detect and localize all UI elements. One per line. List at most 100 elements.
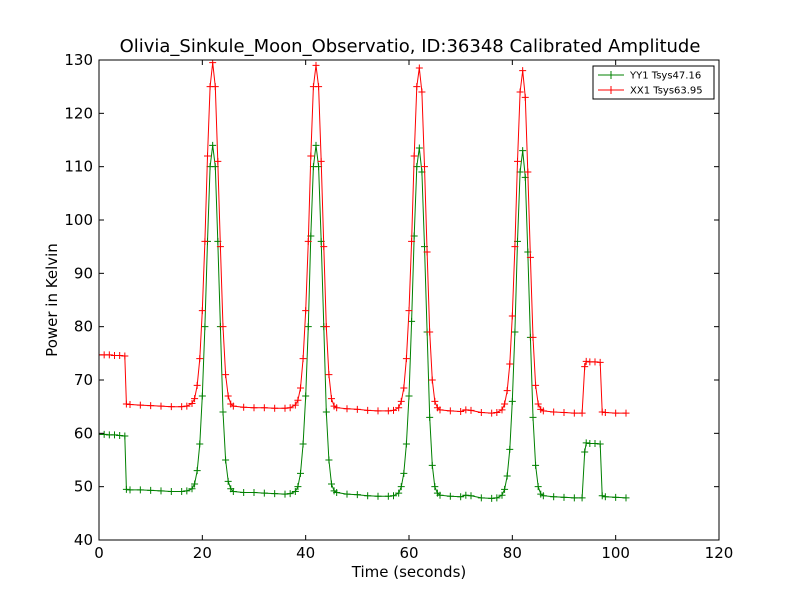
data-point	[333, 404, 341, 412]
series-0	[99, 141, 630, 502]
data-point	[519, 67, 527, 75]
data-point	[529, 333, 537, 341]
data-point	[612, 493, 620, 501]
data-point	[532, 461, 540, 469]
data-point	[299, 355, 307, 363]
data-point	[315, 83, 323, 91]
data-point	[395, 404, 403, 412]
data-point	[294, 483, 302, 491]
data-point	[582, 439, 590, 447]
data-point	[539, 407, 547, 415]
data-point	[477, 494, 485, 502]
data-point	[550, 408, 558, 416]
data-point	[224, 392, 232, 400]
data-point	[224, 477, 232, 485]
data-point	[511, 328, 519, 336]
data-point	[550, 493, 558, 501]
data-point	[193, 381, 201, 389]
data-point	[410, 152, 418, 160]
data-point	[116, 431, 124, 439]
data-point	[446, 407, 454, 415]
data-point	[193, 467, 201, 475]
data-point	[467, 492, 475, 500]
data-point	[598, 492, 606, 500]
data-point	[222, 371, 230, 379]
data-point	[297, 384, 304, 392]
data-point	[581, 448, 589, 456]
data-point	[462, 406, 470, 414]
axes-layer: 0 20 40 60 80 100 120 40 50 60 70 80 90 100 110 120 130	[64, 51, 733, 562]
data-point	[534, 400, 542, 408]
data-point	[436, 491, 444, 499]
legend-label: XX1 Tsys63.95	[630, 86, 703, 97]
y-tick-label: 120	[64, 104, 93, 122]
data-point	[413, 163, 421, 171]
data-point	[196, 440, 204, 448]
data-point	[532, 381, 540, 389]
data-point	[126, 401, 134, 409]
data-point	[167, 487, 175, 495]
data-point	[136, 486, 144, 494]
data-point	[302, 392, 310, 400]
data-point	[560, 493, 568, 501]
data-point	[219, 408, 227, 416]
data-point	[201, 323, 209, 331]
legend: YY1 Tsys47.16 XX1 Tsys63.95	[592, 65, 715, 100]
data-point	[498, 406, 506, 414]
data-point	[214, 157, 222, 165]
data-point	[304, 323, 312, 331]
data-point	[302, 307, 310, 315]
data-point	[325, 456, 333, 464]
data-point	[147, 402, 155, 410]
data-point	[488, 409, 496, 417]
data-point	[157, 487, 165, 495]
data-point	[271, 490, 279, 498]
data-point	[413, 83, 421, 91]
data-point	[601, 493, 609, 501]
data-point	[581, 363, 589, 371]
x-axis-title: Time (seconds)	[351, 563, 467, 581]
data-point	[322, 323, 330, 331]
data-point	[343, 490, 351, 498]
data-point	[390, 492, 397, 500]
data-point	[191, 395, 199, 403]
data-point	[503, 387, 511, 395]
x-tick-label: 100	[601, 544, 630, 562]
legend-marker	[607, 71, 615, 79]
data-point	[570, 409, 578, 417]
data-point	[281, 404, 289, 412]
data-point	[488, 494, 496, 502]
data-point	[446, 492, 454, 500]
data-point	[457, 493, 465, 501]
data-point	[516, 168, 524, 176]
data-point	[501, 485, 509, 493]
data-point	[250, 489, 258, 497]
data-point	[578, 409, 586, 417]
data-point	[503, 472, 511, 480]
data-point	[402, 355, 410, 363]
data-point	[508, 312, 516, 320]
data-point	[281, 490, 289, 498]
data-point	[250, 404, 258, 412]
data-point	[201, 237, 209, 245]
data-point	[397, 397, 405, 405]
data-point	[229, 402, 237, 410]
data-point	[178, 403, 186, 411]
data-point	[423, 248, 431, 256]
data-point	[183, 487, 191, 495]
data-point	[312, 141, 320, 149]
data-point	[121, 352, 129, 360]
data-point	[240, 403, 248, 411]
y-tick-label: 50	[74, 478, 93, 496]
series-1	[99, 60, 630, 417]
data-point	[111, 431, 118, 439]
data-point	[291, 401, 299, 409]
data-point	[121, 432, 129, 440]
x-tick-label: 60	[399, 544, 418, 562]
data-point	[400, 384, 408, 392]
data-point	[364, 406, 372, 414]
data-point	[408, 317, 416, 325]
data-point	[122, 400, 130, 408]
legend-box	[592, 65, 715, 100]
